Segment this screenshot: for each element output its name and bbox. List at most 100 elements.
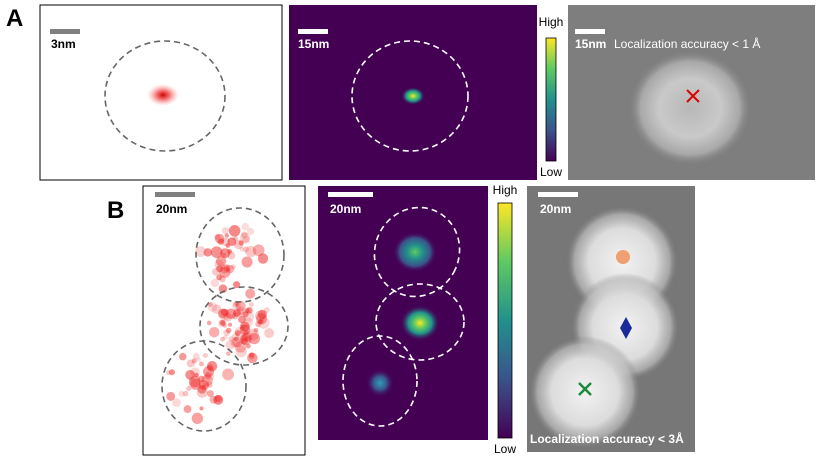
localization-point bbox=[195, 246, 207, 257]
localization-point bbox=[255, 321, 262, 328]
localization-point bbox=[242, 236, 250, 244]
scale-label: 15nm bbox=[575, 37, 606, 51]
localization-point bbox=[220, 320, 227, 327]
localization-point bbox=[191, 412, 203, 425]
scale-bar bbox=[298, 29, 328, 34]
localization-point bbox=[238, 240, 244, 246]
localization-point bbox=[206, 361, 218, 372]
localization-point bbox=[217, 238, 225, 245]
localization-point bbox=[227, 237, 237, 247]
particle-image bbox=[529, 336, 641, 448]
center-marker bbox=[616, 250, 630, 264]
localization-point bbox=[233, 301, 240, 308]
localization-point bbox=[227, 322, 233, 327]
colorbar bbox=[497, 202, 513, 439]
colorbar bbox=[545, 37, 557, 162]
heatmap-panel bbox=[318, 186, 488, 440]
localization-point bbox=[238, 315, 246, 324]
localization-point bbox=[241, 334, 249, 342]
colorbar-low: Low bbox=[494, 442, 516, 456]
dashed-outline bbox=[351, 40, 469, 152]
localization-point bbox=[216, 265, 223, 273]
localization-point bbox=[210, 278, 220, 288]
localization-point bbox=[243, 311, 255, 322]
localization-point bbox=[186, 386, 192, 391]
localization-point bbox=[247, 227, 255, 235]
localization-point bbox=[197, 384, 207, 394]
localization-point bbox=[219, 275, 226, 283]
localization-point bbox=[226, 265, 235, 274]
density-spot bbox=[400, 305, 440, 341]
panel-label: B bbox=[107, 197, 124, 224]
localization-point bbox=[198, 379, 210, 391]
localization-point bbox=[166, 391, 176, 401]
localization-point bbox=[211, 304, 222, 314]
localization-point bbox=[204, 371, 215, 382]
localization-point bbox=[179, 352, 187, 361]
localization-point bbox=[255, 310, 266, 322]
localization-point bbox=[183, 405, 192, 414]
colorbar-high: High bbox=[493, 183, 518, 197]
localization-point bbox=[246, 307, 253, 314]
localization-point bbox=[248, 352, 255, 358]
localization-point bbox=[219, 319, 226, 326]
localization-point bbox=[247, 352, 258, 364]
localization-point bbox=[207, 364, 214, 371]
localization-point bbox=[233, 281, 241, 289]
dashed-outline bbox=[161, 340, 247, 432]
localization-point bbox=[247, 329, 259, 341]
localization-point bbox=[196, 357, 201, 362]
localization-point bbox=[218, 308, 230, 321]
localization-point bbox=[248, 332, 260, 345]
localization-point bbox=[263, 307, 270, 314]
localization-point bbox=[182, 390, 189, 397]
localization-point bbox=[245, 288, 256, 299]
localization-point bbox=[198, 375, 205, 383]
localization-point bbox=[264, 328, 275, 339]
localization-point bbox=[221, 227, 230, 235]
dashed-outline bbox=[104, 40, 226, 152]
localization-point bbox=[228, 336, 234, 342]
localization-point bbox=[237, 308, 245, 316]
colorbar-low: Low bbox=[540, 165, 562, 179]
panel-label: A bbox=[6, 5, 23, 32]
localization-point bbox=[223, 334, 228, 340]
localization-point bbox=[201, 384, 206, 389]
colorbar-high: High bbox=[539, 15, 564, 29]
localization-point bbox=[228, 225, 241, 237]
localization-point bbox=[233, 239, 244, 250]
localization-point bbox=[235, 300, 246, 311]
localization-point bbox=[201, 374, 213, 387]
localization-point bbox=[204, 372, 212, 380]
localization-point bbox=[225, 327, 232, 334]
localization-point bbox=[186, 359, 195, 368]
localization-point bbox=[224, 233, 230, 238]
localization-point bbox=[244, 308, 250, 314]
localization-point bbox=[208, 326, 220, 338]
scale-bar bbox=[155, 192, 195, 197]
scale-label: 15nm bbox=[298, 37, 329, 51]
localization-point bbox=[240, 231, 248, 239]
localization-point bbox=[253, 327, 259, 333]
localization-point bbox=[234, 330, 241, 336]
localization-point bbox=[239, 247, 245, 252]
localization-point bbox=[245, 336, 251, 342]
localization-point bbox=[191, 358, 197, 364]
scale-label: 20nm bbox=[540, 202, 571, 216]
localization-point bbox=[223, 329, 230, 336]
localization-point bbox=[236, 306, 246, 316]
localization-point bbox=[185, 370, 195, 380]
localization-point bbox=[203, 248, 212, 257]
localization-point bbox=[213, 394, 224, 405]
localization-point bbox=[248, 353, 255, 360]
localization-point bbox=[221, 237, 231, 247]
localization-point bbox=[220, 336, 226, 342]
localization-point bbox=[178, 390, 185, 397]
localization-point bbox=[242, 331, 253, 342]
localization-point bbox=[234, 301, 239, 306]
center-marker bbox=[686, 89, 700, 103]
localization-point bbox=[206, 320, 212, 326]
particle-image bbox=[628, 50, 752, 166]
localization-point bbox=[215, 255, 227, 267]
center-marker bbox=[578, 382, 592, 396]
